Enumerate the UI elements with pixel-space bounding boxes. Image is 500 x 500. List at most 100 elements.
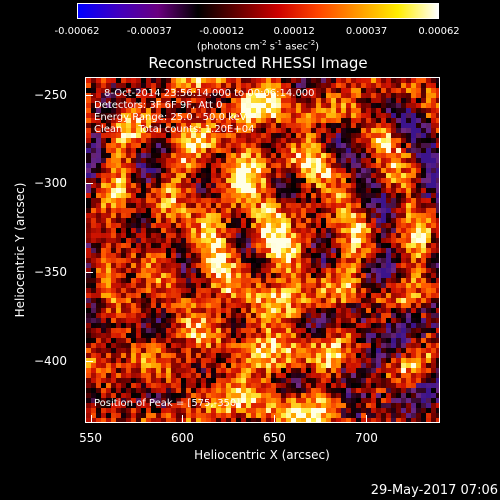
heatmap-cell xyxy=(416,253,421,258)
heatmap-cell xyxy=(211,363,216,368)
heatmap-cell xyxy=(171,253,176,258)
heatmap-cell xyxy=(366,383,371,388)
heatmap-cell xyxy=(191,373,196,378)
heatmap-cell xyxy=(291,158,296,163)
heatmap-cell xyxy=(321,178,326,183)
heatmap-cell xyxy=(171,378,176,383)
heatmap-cell xyxy=(151,143,156,148)
heatmap-cell xyxy=(131,78,136,83)
heatmap-cell xyxy=(356,343,361,348)
heatmap-cell xyxy=(251,133,256,138)
heatmap-cell xyxy=(421,128,426,133)
heatmap-cell xyxy=(121,98,126,103)
heatmap-cell xyxy=(431,313,436,318)
heatmap-cell xyxy=(126,153,131,158)
heatmap-cell xyxy=(281,303,286,308)
heatmap-cell xyxy=(316,388,321,393)
heatmap-cell xyxy=(416,223,421,228)
heatmap-cell xyxy=(201,228,206,233)
heatmap-cell xyxy=(361,318,366,323)
heatmap-cell xyxy=(261,343,266,348)
heatmap-cell xyxy=(286,343,291,348)
heatmap-cell xyxy=(251,148,256,153)
heatmap-cell xyxy=(216,308,221,313)
y-tick-mark xyxy=(85,183,93,185)
heatmap-cell xyxy=(361,313,366,318)
heatmap-cell xyxy=(241,393,246,398)
heatmap-cell xyxy=(256,108,261,113)
heatmap-cell xyxy=(421,348,426,353)
heatmap-cell xyxy=(351,198,356,203)
heatmap-cell xyxy=(231,238,236,243)
heatmap-cell xyxy=(401,268,406,273)
heatmap-cell xyxy=(106,328,111,333)
heatmap-cell xyxy=(381,358,386,363)
heatmap-cell xyxy=(361,343,366,348)
heatmap-cell xyxy=(431,213,436,218)
heatmap-cell xyxy=(106,333,111,338)
heatmap-cell xyxy=(351,233,356,238)
heatmap-cell xyxy=(116,88,121,93)
heatmap-cell xyxy=(141,188,146,193)
heatmap-cell xyxy=(176,238,181,243)
heatmap-cell xyxy=(151,223,156,228)
heatmap-cell xyxy=(176,123,181,128)
heatmap-cell xyxy=(156,343,161,348)
heatmap-cell xyxy=(121,203,126,208)
heatmap-cell xyxy=(96,123,101,128)
heatmap-cell xyxy=(176,248,181,253)
heatmap-cell xyxy=(406,348,411,353)
heatmap-cell xyxy=(236,358,241,363)
heatmap-cell xyxy=(201,168,206,173)
heatmap-cell xyxy=(416,168,421,173)
heatmap-cell xyxy=(116,153,121,158)
heatmap-cell xyxy=(146,158,151,163)
heatmap-cell xyxy=(111,123,116,128)
heatmap-cell xyxy=(106,368,111,373)
heatmap-cell xyxy=(316,243,321,248)
heatmap-cell xyxy=(411,103,416,108)
heatmap-cell xyxy=(296,323,301,328)
heatmap-cell xyxy=(331,98,336,103)
heatmap-cell xyxy=(146,383,151,388)
heatmap-cell xyxy=(321,138,326,143)
heatmap-cell xyxy=(156,393,161,398)
heatmap-cell xyxy=(296,123,301,128)
heatmap-cell xyxy=(166,238,171,243)
heatmap-cell xyxy=(281,213,286,218)
heatmap-cell xyxy=(231,268,236,273)
heatmap-cell xyxy=(206,83,211,88)
heatmap-cell xyxy=(376,188,381,193)
heatmap-cell xyxy=(241,188,246,193)
heatmap-cell xyxy=(236,128,241,133)
heatmap-cell xyxy=(121,298,126,303)
heatmap-cell xyxy=(286,218,291,223)
heatmap-cell xyxy=(186,343,191,348)
heatmap-cell xyxy=(96,378,101,383)
heatmap-cell xyxy=(111,148,116,153)
heatmap-cell xyxy=(296,303,301,308)
heatmap-cell xyxy=(376,253,381,258)
heatmap-cell xyxy=(116,143,121,148)
heatmap-cell xyxy=(326,168,331,173)
heatmap-cell xyxy=(116,328,121,333)
heatmap-cell xyxy=(371,118,376,123)
heatmap-cell xyxy=(301,373,306,378)
heatmap-cell xyxy=(226,183,231,188)
heatmap-cell xyxy=(271,403,276,408)
heatmap-cell xyxy=(396,108,401,113)
heatmap-cell xyxy=(116,378,121,383)
heatmap-cell xyxy=(406,128,411,133)
heatmap-cell xyxy=(276,243,281,248)
heatmap-cell xyxy=(361,173,366,178)
heatmap-cell xyxy=(206,298,211,303)
heatmap-cell xyxy=(286,288,291,293)
heatmap-cell xyxy=(326,183,331,188)
heatmap-cell xyxy=(211,98,216,103)
heatmap-cell xyxy=(301,353,306,358)
heatmap-cell xyxy=(316,168,321,173)
heatmap-cell xyxy=(406,398,411,403)
heatmap-cell xyxy=(271,368,276,373)
heatmap-cell xyxy=(296,223,301,228)
heatmap-cell xyxy=(186,168,191,173)
